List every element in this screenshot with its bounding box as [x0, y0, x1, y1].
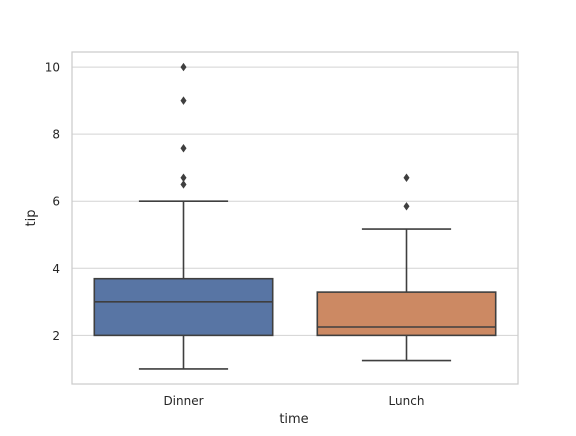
box-lunch [316, 173, 497, 362]
box-body-dinner [93, 277, 274, 337]
outlier-dinner-0 [180, 180, 187, 189]
y-tick-label-8: 8 [52, 128, 60, 142]
y-tick-label-10: 10 [45, 61, 60, 75]
outlier-dinner-3 [180, 96, 187, 105]
outlier-dinner-4 [180, 62, 187, 72]
box-body-lunch [316, 291, 497, 337]
x-tick-label-dinner: Dinner [163, 394, 203, 408]
outlier-lunch-1 [403, 173, 410, 182]
y-tick-label-4: 4 [52, 262, 60, 276]
outlier-lunch-0 [403, 202, 410, 211]
box-dinner [93, 62, 274, 370]
tick-labels: 2 4 6 8 10 Dinner Lunch [45, 61, 425, 408]
boxes-layer [93, 62, 497, 370]
y-tick-label-6: 6 [52, 195, 60, 209]
y-tick-label-2: 2 [52, 329, 60, 343]
outlier-dinner-1 [180, 173, 187, 182]
x-axis-label: time [279, 412, 308, 427]
outlier-dinner-2 [180, 144, 187, 153]
y-axis-label: tip [24, 210, 39, 227]
x-tick-label-lunch: Lunch [389, 394, 425, 408]
plot-frame [71, 51, 519, 385]
